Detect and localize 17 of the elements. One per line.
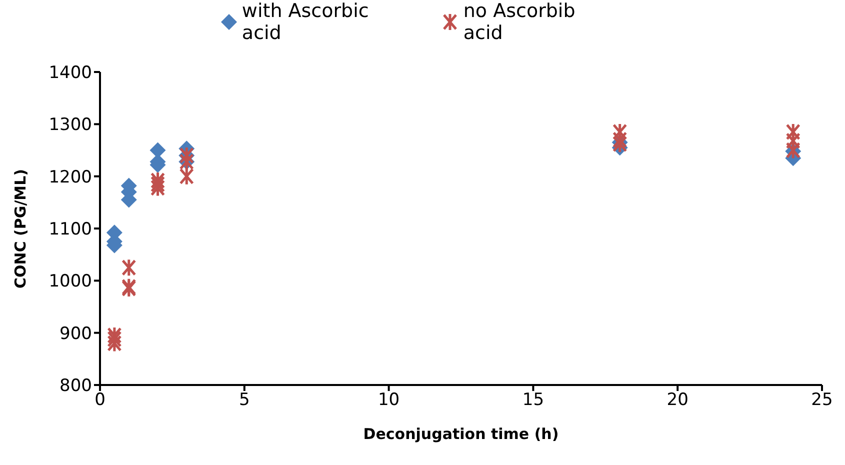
y-tick-label: 1200 xyxy=(48,167,92,188)
x-tick-label: 15 xyxy=(522,390,544,410)
legend-label: no Ascorbib acid xyxy=(463,0,576,44)
x-tick-label: 20 xyxy=(666,390,688,410)
y-axis-title: CONC (PG/ML) xyxy=(11,168,30,288)
y-tick-label: 800 xyxy=(60,376,92,396)
y-tick-label: 1100 xyxy=(48,220,92,240)
y-tick-label: 900 xyxy=(60,324,92,344)
y-tick-label: 1000 xyxy=(48,272,92,292)
x-tick-label: 0 xyxy=(94,390,106,410)
x-axis-title: Deconjugation time (h) xyxy=(363,425,559,443)
y-tick-label: 1400 xyxy=(48,63,92,84)
x-tick-label: 25 xyxy=(811,390,833,410)
y-tick-label: 1300 xyxy=(48,115,92,136)
x-tick-label: 10 xyxy=(378,390,400,410)
legend-label: with Ascorbic acid xyxy=(242,0,370,44)
x-tick-label: 5 xyxy=(238,390,250,410)
